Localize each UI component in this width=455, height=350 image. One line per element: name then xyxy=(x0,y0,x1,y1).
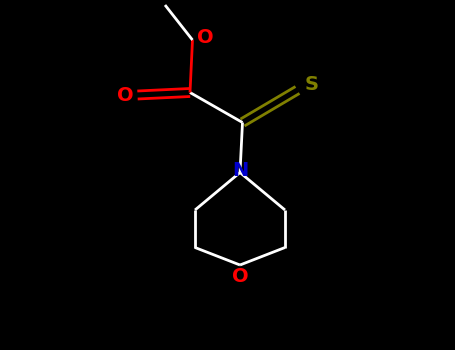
Text: O: O xyxy=(232,266,248,286)
Text: O: O xyxy=(116,85,133,105)
Text: S: S xyxy=(304,76,318,94)
Text: O: O xyxy=(197,28,213,47)
Text: N: N xyxy=(232,161,248,180)
